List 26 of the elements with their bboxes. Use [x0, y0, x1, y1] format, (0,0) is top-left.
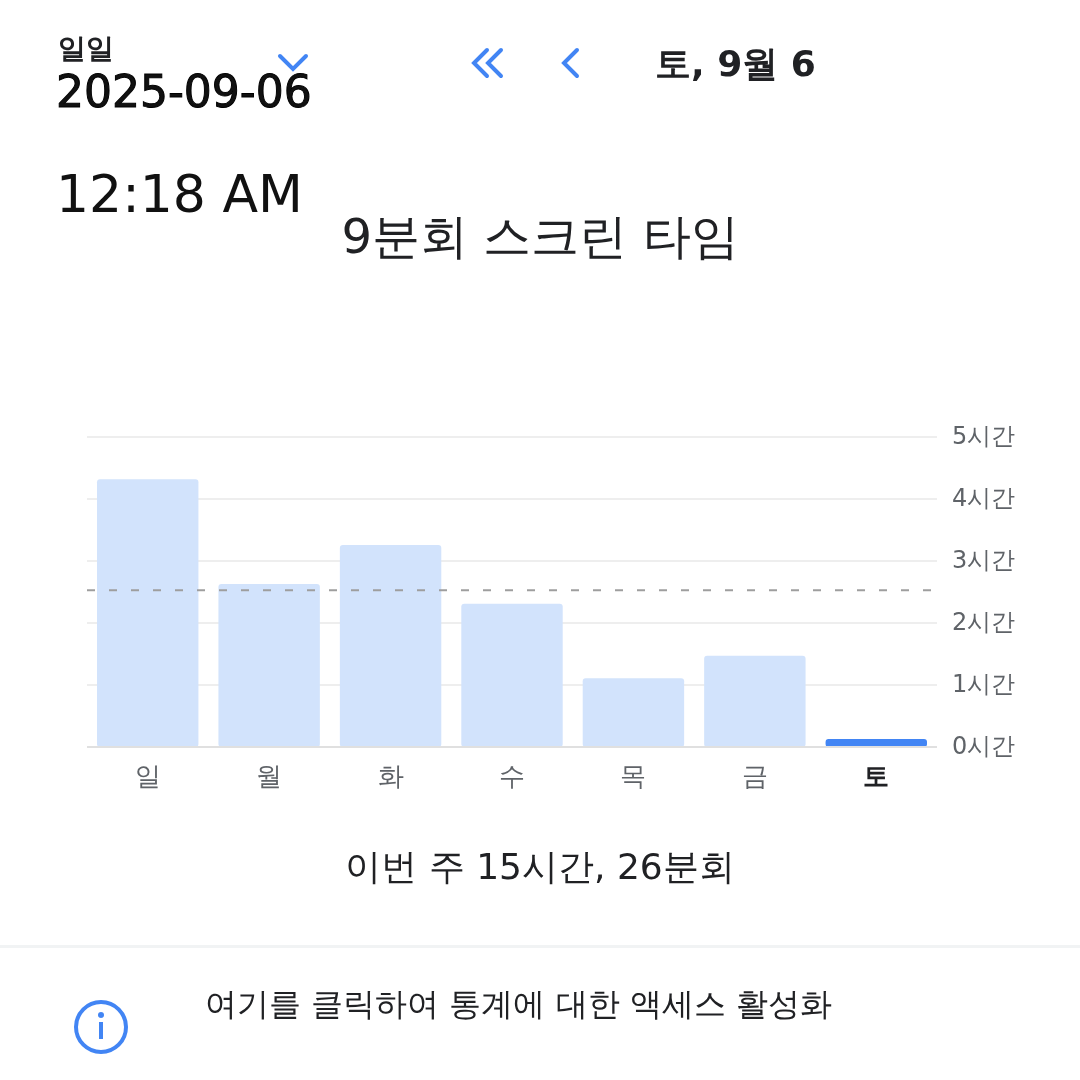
x-tick-label: 수	[499, 761, 525, 791]
text: 토, 9월 6	[655, 42, 816, 86]
bar	[461, 603, 563, 747]
text: 여기를 클릭하여 통계에 대한 액세스 활성화	[205, 984, 833, 1025]
text: 일일	[58, 32, 114, 65]
x-tick-label: 화	[377, 761, 404, 791]
text: 이번 주 15시간, 26분회	[344, 845, 736, 889]
x-tick-label: 일	[134, 761, 161, 791]
bar	[582, 678, 685, 747]
bar	[218, 583, 320, 747]
x-tick-label: 월	[256, 761, 283, 791]
y-tick-label: 3시간	[952, 546, 1016, 574]
bar	[704, 655, 806, 747]
y-tick-label: 0시간	[952, 732, 1016, 760]
x-tick-label: 금	[741, 761, 768, 791]
x-tick-label: 토	[863, 761, 890, 791]
chart-title: 9분회 스크린 타임	[341, 208, 739, 264]
text: 12:18 AM	[56, 164, 303, 224]
y-tick-label: 4시간	[952, 484, 1016, 512]
x-tick-label: 목	[620, 761, 647, 791]
bar	[97, 479, 199, 747]
text: 2025-09-06	[56, 66, 312, 117]
bar	[339, 544, 442, 747]
y-tick-label: 1시간	[952, 670, 1016, 698]
y-tick-label: 2시간	[952, 608, 1016, 636]
y-tick-label: 5시간	[952, 422, 1016, 450]
